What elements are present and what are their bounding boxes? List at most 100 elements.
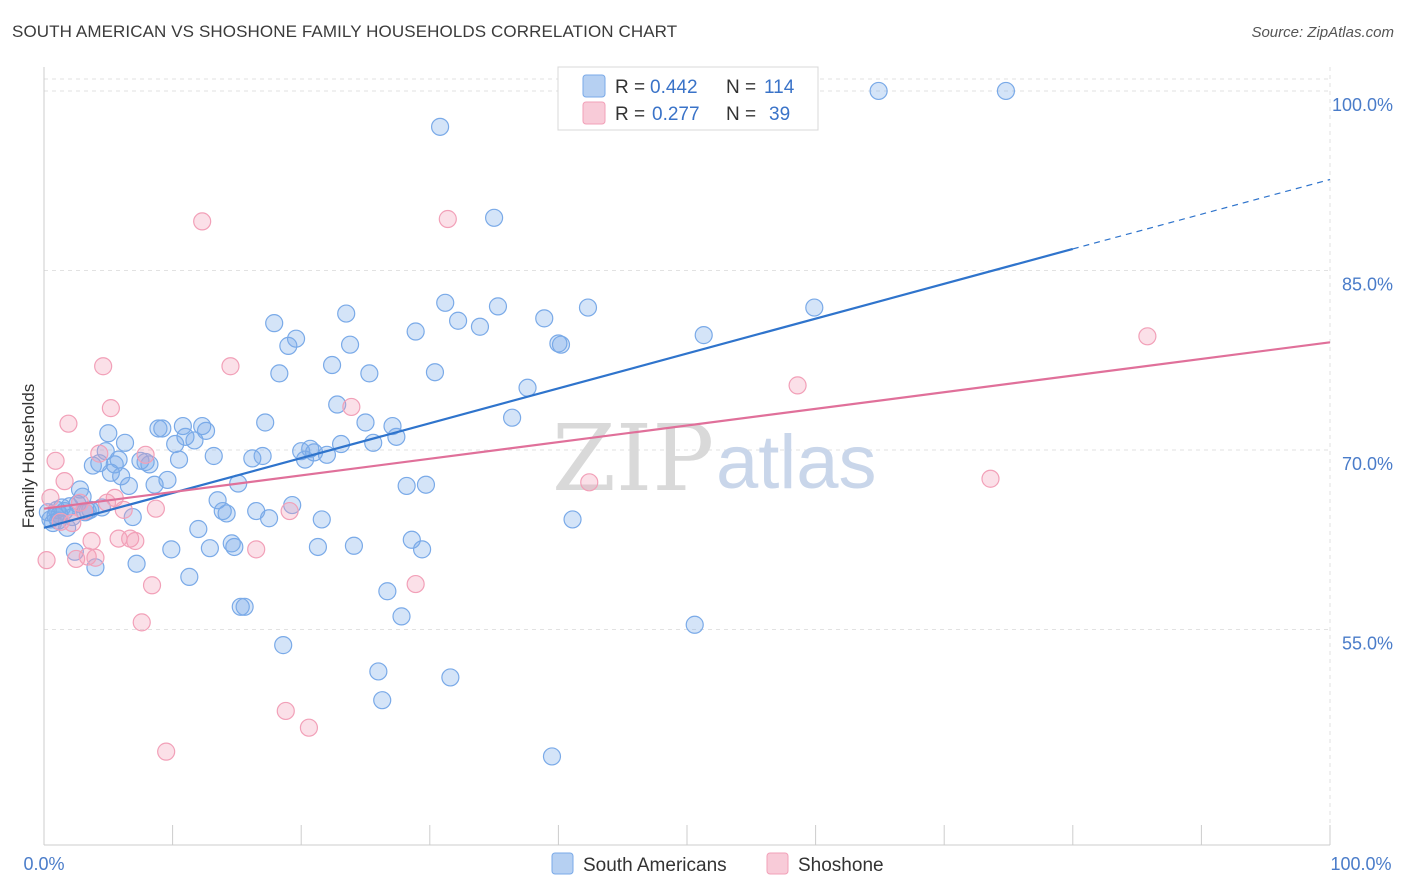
point-south-americans [256,413,275,432]
watermark: ZIP atlas [552,405,877,512]
point-south-americans [488,297,508,316]
point-south-americans [441,668,460,687]
trend-line-shoshone [43,341,1331,510]
point-south-americans [694,326,713,345]
point-south-americans [253,446,272,466]
point-south-americans [340,335,360,354]
bottom-legend-label-shoshone: Shoshone [798,855,884,876]
point-shoshone [41,488,60,507]
series-legend: South Americans Shoshone [551,852,884,876]
point-shoshone [280,501,299,521]
point-south-americans [436,293,455,312]
point-shoshone [276,701,295,721]
point-shoshone [438,209,457,229]
point-shoshone [1138,327,1157,346]
point-shoshone [221,357,240,376]
legend-n-value-1: 114 [764,77,795,98]
point-south-americans [551,335,571,354]
trend-line-extension-south-americans [1072,178,1331,250]
legend-r-value-2: 0.277 [652,104,700,125]
point-shoshone [132,613,151,632]
point-south-americans [430,117,450,136]
point-shoshone [82,531,101,551]
point-south-americans [169,450,189,469]
y-tick-label: 85.0% [1342,274,1393,294]
point-shoshone [59,414,78,433]
data-points [37,81,1157,766]
point-south-americans [259,509,279,528]
legend-r-value-1: 0.442 [650,77,698,98]
legend-swatch-south-americans [582,74,606,98]
trend-line-south-americans [43,247,1074,529]
point-shoshone [86,548,105,567]
point-south-americans [99,424,118,443]
bottom-legend-swatch-south-americans [551,852,574,875]
point-south-americans [369,662,388,681]
point-south-americans [162,540,181,559]
point-south-americans [869,81,888,101]
point-south-americans [503,408,522,427]
watermark-zip: ZIP [552,405,714,512]
point-shoshone [142,576,162,595]
point-south-americans [308,537,328,557]
watermark-atlas: atlas [716,420,877,505]
x-axis-ticks [43,825,1331,845]
point-south-americans [378,582,397,601]
point-south-americans [685,615,704,634]
point-south-americans [412,540,432,559]
point-south-americans [322,355,342,375]
y-tick-label: 100.0% [1332,95,1393,115]
bottom-legend-label-south-americans: South Americans [583,855,727,876]
point-south-americans [448,311,468,330]
point-south-americans [563,510,582,529]
point-south-americans [119,476,138,496]
chart-title: SOUTH AMERICAN VS SHOSHONE FAMILY HOUSEH… [12,22,678,41]
point-shoshone [146,499,165,518]
point-south-americans [173,416,192,436]
stats-legend: R = 0.442 N = 114 R = 0.277 N = 39 [557,66,819,131]
point-south-americans [208,491,227,510]
point-south-americans [312,510,331,529]
point-south-americans [204,446,223,466]
point-south-americans [356,413,375,432]
legend-n-label-1: N = [726,77,756,98]
x-tick-label-min: 0.0% [23,854,64,874]
point-shoshone [46,451,65,470]
legend-r-label-2: R = [615,104,645,125]
legend-n-value-2: 39 [769,104,790,125]
trend-lines [43,178,1331,529]
legend-r-label-1: R = [615,77,645,98]
point-south-americans [996,81,1016,101]
point-south-americans [115,433,135,452]
point-south-americans [392,607,411,626]
point-south-americans [235,597,254,616]
x-tick-label-max: 100.0% [1330,854,1391,874]
point-south-americans [518,378,537,397]
y-axis-label: Family Households [19,384,38,529]
point-south-americans [274,636,293,655]
point-shoshone [67,549,86,569]
point-south-americans [189,519,208,539]
point-south-americans [542,747,562,766]
point-south-americans [265,314,284,333]
point-shoshone [299,718,319,737]
point-south-americans [196,421,216,440]
point-south-americans [200,539,219,558]
point-south-americans [425,363,445,382]
point-south-americans [286,329,306,348]
legend-n-label-2: N = [726,104,756,125]
y-axis-tick-labels: 55.0% 70.0% 85.0% 100.0% [1332,95,1393,654]
y-tick-label: 70.0% [1342,454,1393,474]
point-south-americans [805,298,824,317]
legend-swatch-shoshone [582,101,606,125]
point-south-americans [364,433,383,452]
point-south-americans [279,336,298,355]
point-south-americans [470,317,490,336]
point-shoshone [247,540,266,559]
point-shoshone [406,574,425,594]
point-south-americans [270,364,289,383]
point-south-americans [70,480,90,499]
point-shoshone [157,742,176,761]
point-south-americans [109,450,128,469]
